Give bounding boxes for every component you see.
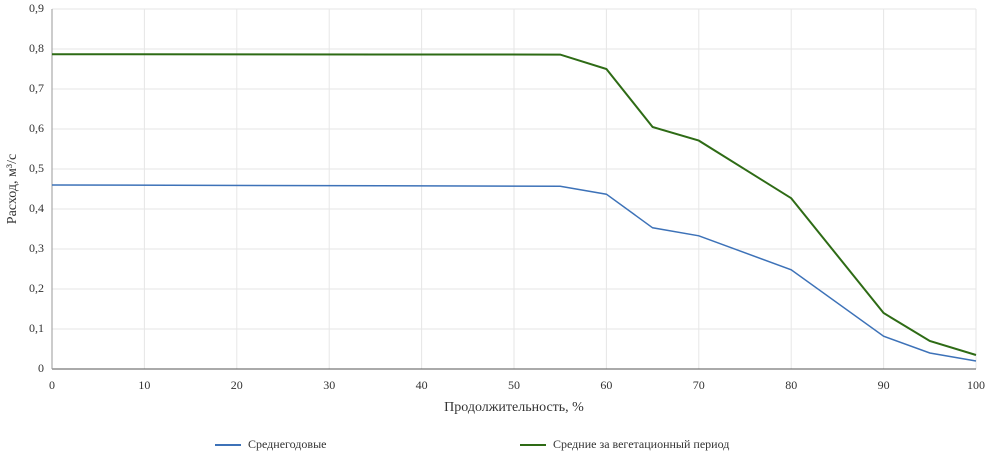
y-tick-label: 0,6 [29, 121, 44, 135]
y-tick-label: 0,7 [29, 81, 44, 95]
y-tick-label: 0,4 [29, 201, 44, 215]
legend-label: Средние за вегетационный период [553, 437, 729, 451]
y-tick-label: 0 [38, 361, 44, 375]
x-tick-label: 20 [231, 378, 243, 392]
y-tick-label: 0,8 [29, 41, 44, 55]
x-tick-label: 50 [508, 378, 520, 392]
x-tick-label: 70 [693, 378, 705, 392]
line [51, 184, 977, 362]
y-tick-label: 0,5 [29, 161, 44, 175]
x-tick-label: 60 [600, 378, 612, 392]
y-axis-title: Расход, м³/с [5, 154, 20, 224]
x-tick-label: 100 [967, 378, 985, 392]
x-tick-label: 40 [416, 378, 428, 392]
x-axis-title: Продолжительность, % [444, 400, 584, 415]
y-tick-label: 0,1 [29, 321, 44, 335]
line [51, 53, 977, 356]
y-tick-label: 0,3 [29, 241, 44, 255]
y-tick-label: 0,2 [29, 281, 44, 295]
y-tick-label: 0,9 [29, 1, 44, 15]
x-tick-label: 90 [878, 378, 890, 392]
legend-label: Среднегодовые [248, 437, 326, 451]
x-tick-label: 10 [138, 378, 150, 392]
x-tick-label: 0 [49, 378, 55, 392]
x-tick-label: 30 [323, 378, 335, 392]
x-tick-label: 80 [785, 378, 797, 392]
